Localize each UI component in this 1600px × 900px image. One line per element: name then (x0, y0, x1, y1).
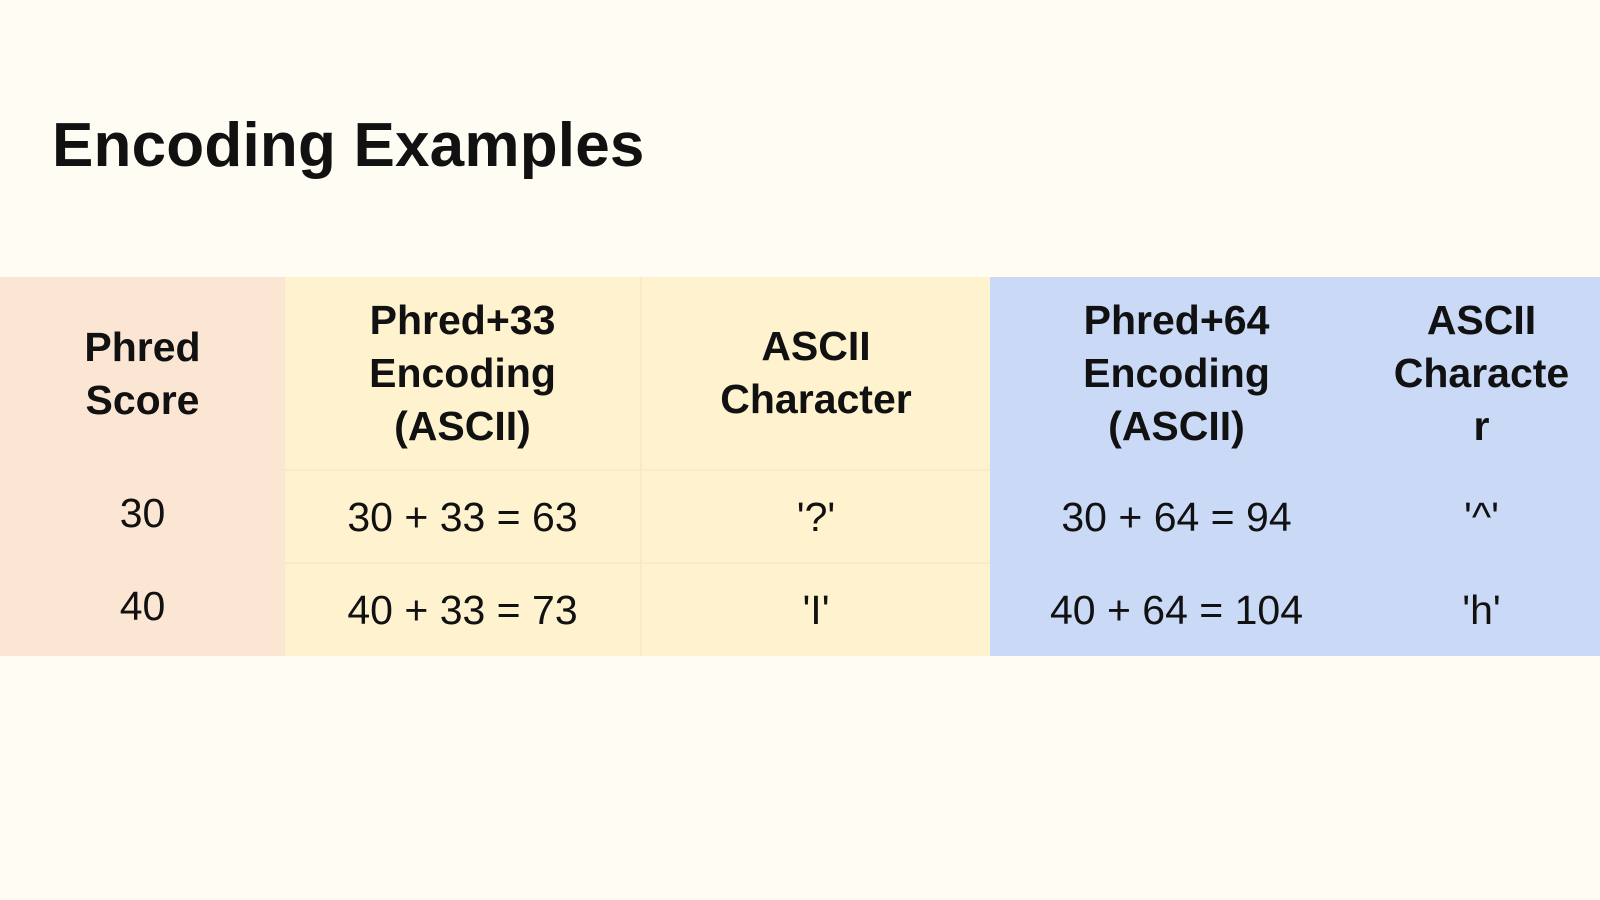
header-line: ASCII (761, 323, 871, 369)
cell-phred64-character: 'h' (1363, 563, 1600, 656)
cell-phred33-character: '?' (640, 469, 990, 563)
header-phred64-character: ASCII Characte r (1363, 277, 1600, 470)
cell-phred-score: 30 (0, 470, 285, 563)
table-header-row: Phred Score Phred+33 Encoding (ASCII) AS… (0, 277, 1600, 470)
header-line: Characte (1393, 350, 1570, 396)
header-line: Encoding (1083, 350, 1270, 396)
header-line: Encoding (369, 349, 556, 396)
header-line: ASCII (1426, 297, 1537, 343)
header-phred33-encoding: Phred+33 Encoding (ASCII) (285, 277, 641, 470)
header-line: Phred (84, 323, 201, 370)
cell-phred33-character: 'I' (640, 562, 990, 656)
header-line: Phred+33 (369, 296, 556, 343)
header-line: r (1473, 403, 1490, 449)
header-line: Character (720, 376, 912, 422)
cell-phred64-calculation: 40 + 64 = 104 (990, 563, 1363, 656)
header-phred33-character: ASCII Character (640, 277, 990, 470)
table-row: 30 30 + 33 = 63 '?' 30 + 64 = 94 '^' (0, 469, 1600, 563)
header-phred-score: Phred Score (0, 277, 285, 470)
header-line: Score (85, 376, 200, 423)
cell-phred33-calculation: 40 + 33 = 73 (285, 562, 641, 656)
slide-title: Encoding Examples (52, 111, 645, 180)
encoding-examples-table: Phred Score Phred+33 Encoding (ASCII) AS… (0, 277, 1600, 656)
cell-phred-score: 40 (0, 563, 285, 656)
table-row: 40 40 + 33 = 73 'I' 40 + 64 = 104 'h' (0, 562, 1600, 656)
header-line: Phred+64 (1083, 297, 1270, 343)
header-line: (ASCII) (394, 402, 531, 449)
cell-phred33-calculation: 30 + 33 = 63 (285, 469, 641, 563)
header-phred64-encoding: Phred+64 Encoding (ASCII) (990, 277, 1363, 470)
header-line: (ASCII) (1108, 403, 1245, 449)
cell-phred64-calculation: 30 + 64 = 94 (990, 470, 1363, 563)
cell-phred64-character: '^' (1363, 470, 1600, 563)
